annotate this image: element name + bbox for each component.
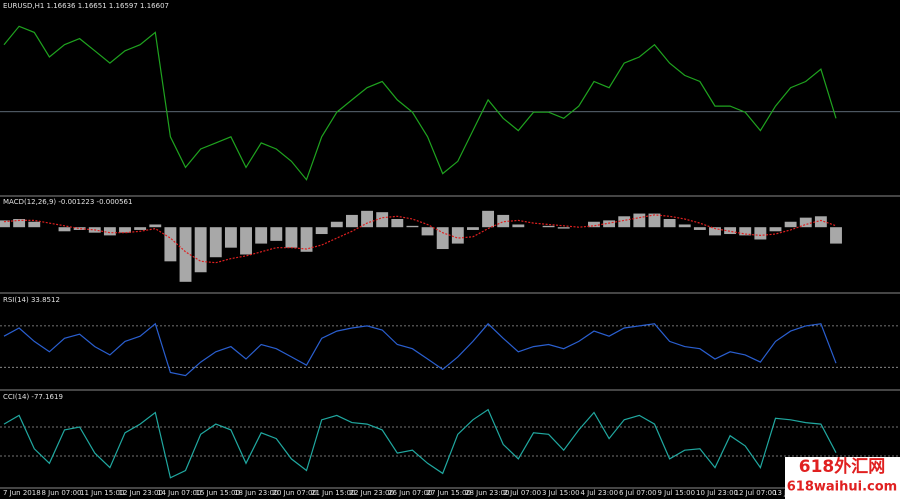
panel-title: EURUSD,H1 1.16636 1.16651 1.16597 1.1660… (3, 2, 169, 10)
macd-bar (103, 227, 116, 236)
indicator-line (3, 25, 837, 181)
macd-bar (467, 227, 479, 230)
macd-bar (345, 214, 358, 228)
macd-bar (769, 227, 782, 232)
macd-bar (709, 227, 721, 236)
macd-bar (482, 210, 495, 228)
time-label: 12 Jun 23:00 (119, 489, 163, 497)
time-label: 15 Jun 15:00 (196, 489, 240, 497)
time-label: 12 Jul 07:00 (735, 489, 777, 497)
macd-bar (784, 221, 797, 228)
macd-bar (830, 227, 842, 244)
macd-bar (179, 227, 192, 282)
macd-bar (451, 227, 464, 244)
macd-bar (542, 225, 555, 228)
panel-title: RSI(14) 33.8512 (3, 296, 60, 304)
macd-bar (255, 227, 268, 244)
macd-bar (73, 227, 86, 230)
macd-bar (270, 227, 283, 241)
macd-bar (330, 221, 343, 228)
macd-bar (13, 219, 26, 228)
macd-bar (814, 216, 827, 228)
time-label: 22 Jun 23:00 (350, 489, 394, 497)
indicator-line (3, 322, 837, 377)
time-label: 2 Jul 07:00 (504, 489, 542, 497)
macd-bar (739, 227, 752, 236)
macd-bar (557, 227, 570, 229)
macd-bar (209, 227, 222, 258)
macd-bar (28, 221, 41, 228)
time-label: 26 Jun 07:00 (388, 489, 432, 497)
indicator-line (3, 408, 837, 479)
macd-bar (799, 217, 812, 228)
time-label: 10 Jul 23:00 (696, 489, 738, 497)
time-label: 20 Jun 07:00 (273, 489, 317, 497)
macd-bar (240, 227, 252, 255)
macd-bar (754, 227, 767, 240)
macd-bar (149, 224, 162, 228)
time-label: 6 Jul 07:00 (619, 489, 657, 497)
macd-bar (588, 221, 600, 228)
time-label: 11 Jun 15:00 (80, 489, 124, 497)
macd-bar (693, 227, 706, 230)
macd-bar (436, 227, 449, 250)
macd-bar (421, 227, 434, 236)
macd-bar (724, 227, 737, 235)
watermark-bg (785, 457, 900, 499)
macd-bar (0, 220, 10, 228)
macd-bar (376, 212, 389, 228)
macd-bar (300, 227, 313, 252)
macd-bar (224, 227, 237, 248)
macd-bar (406, 225, 419, 228)
time-label: 27 Jun 15:00 (427, 489, 471, 497)
macd-bar (497, 214, 510, 228)
signal-line (3, 214, 837, 264)
time-label: 7 Jun 2018 (3, 489, 41, 497)
time-label: 4 Jul 23:00 (581, 489, 619, 497)
macd-bar (194, 227, 207, 273)
macd-bar (134, 227, 147, 230)
time-label: 8 Jun 07:00 (42, 489, 82, 497)
macd-bar (164, 227, 177, 262)
macd-bar (315, 227, 328, 235)
macd-bar (58, 227, 71, 232)
time-label: 18 Jun 23:00 (234, 489, 278, 497)
macd-bar (618, 216, 631, 228)
panel-title: CCI(14) -77.1619 (3, 393, 63, 401)
macd-bar (648, 213, 661, 228)
macd-bar (361, 210, 373, 228)
macd-bar (119, 227, 131, 233)
macd-bar (512, 224, 525, 228)
watermark-name: 618外汇网 (799, 456, 886, 477)
time-label: 21 Jun 15:00 (311, 489, 355, 497)
time-label: 28 Jun 23:00 (465, 489, 509, 497)
macd-bar (663, 219, 676, 228)
macd-bar (603, 220, 616, 228)
time-label: 9 Jul 15:00 (658, 489, 696, 497)
macd-bar (633, 213, 646, 228)
time-label: 14 Jun 07:00 (157, 489, 201, 497)
time-label: 3 Jul 15:00 (542, 489, 580, 497)
macd-bar (678, 224, 691, 228)
macd-bar (285, 227, 298, 248)
macd-bar (391, 219, 404, 228)
panel-title: MACD(12,26,9) -0.001223 -0.000561 (3, 198, 132, 206)
watermark-url: 618waihui.com (787, 480, 897, 495)
